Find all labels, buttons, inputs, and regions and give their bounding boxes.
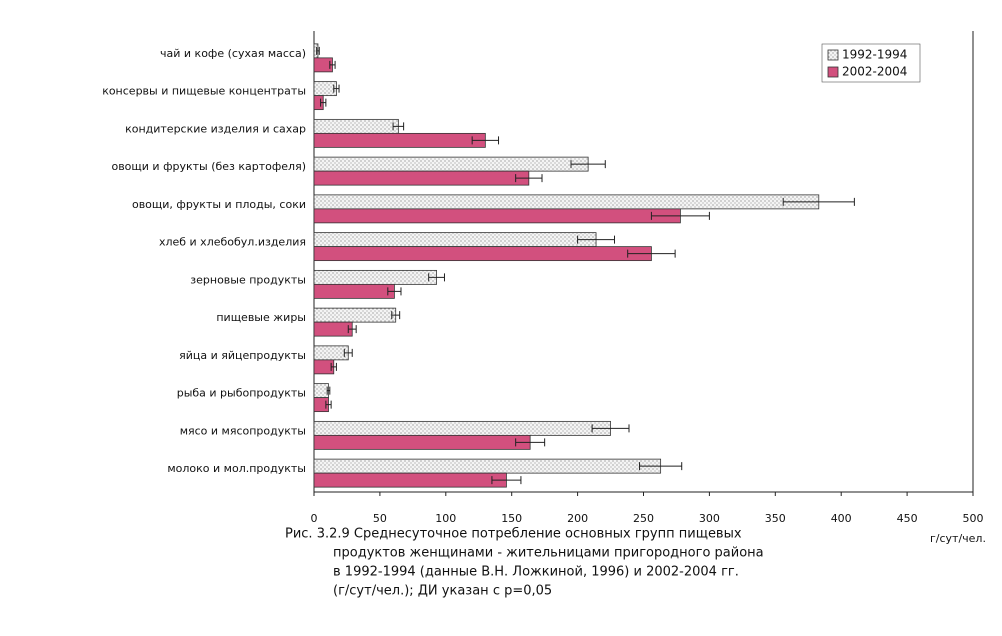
bar (313, 420, 611, 436)
error-bar (627, 249, 676, 258)
error-bar (316, 46, 320, 55)
error-bar (343, 348, 353, 357)
bar (313, 307, 397, 323)
y-tick-label: рыба и рыбопродукты (177, 387, 306, 400)
y-tick-label: хлеб и хлебобул.изделия (159, 236, 306, 249)
legend-box (821, 43, 921, 83)
error-bar (591, 424, 630, 433)
y-tick-label: овощи и фрукты (без картофеля) (111, 160, 306, 173)
x-tick-label: 100 (435, 512, 456, 525)
bar (313, 208, 681, 224)
error-bar (650, 211, 710, 220)
caption-line: в 1992-1994 (данные В.Н. Ложкиной, 1996)… (333, 565, 739, 580)
bar (313, 170, 530, 186)
error-bar (570, 160, 606, 169)
error-bar (491, 476, 522, 485)
bar (313, 156, 589, 172)
error-bar (391, 311, 401, 320)
error-bar (428, 273, 445, 282)
bar (313, 118, 399, 134)
legend-swatch (827, 66, 839, 78)
bar (313, 383, 329, 399)
caption-line: (г/сут/чел.); ДИ указан с р=0,05 (333, 584, 552, 599)
x-tick-label: 500 (963, 512, 984, 525)
y-tick-label: зерновые продукты (190, 273, 306, 286)
legend-label: 1992-1994 (842, 48, 907, 62)
y-tick-label: консервы и пищевые концентраты (102, 85, 306, 98)
error-bar (330, 362, 337, 371)
bar (313, 194, 820, 210)
error-bar (639, 462, 683, 471)
x-tick-label: 350 (765, 512, 786, 525)
y-tick-label: яйца и яйцепродукты (179, 349, 306, 362)
error-bar (325, 400, 332, 409)
x-tick-label: 300 (699, 512, 720, 525)
error-bar (515, 174, 543, 183)
y-tick-label: кондитерские изделия и сахар (125, 122, 306, 135)
bar (313, 269, 437, 285)
y-tick-label: овощи, фрукты и плоды, соки (132, 198, 306, 211)
y-tick-label: молоко и мол.продукты (167, 462, 306, 475)
bar (313, 434, 531, 450)
x-tick-label: 450 (897, 512, 918, 525)
error-bar (515, 438, 546, 447)
error-bar (577, 235, 616, 244)
bar (313, 232, 597, 248)
x-tick-label: 50 (373, 512, 387, 525)
x-tick-label: 250 (633, 512, 654, 525)
x-axis-label: г/сут/чел. (930, 532, 986, 545)
error-bar (333, 84, 340, 93)
error-bar (347, 325, 357, 334)
y-tick-label: пищевые жиры (216, 311, 306, 324)
bar (313, 345, 349, 361)
legend-swatch (827, 49, 839, 61)
error-bar (471, 136, 500, 145)
bar (313, 321, 353, 337)
bar (313, 283, 395, 299)
error-bar (392, 122, 405, 131)
legend-label: 2002-2004 (842, 65, 907, 79)
y-tick-label: мясо и мясопродукты (180, 424, 306, 437)
caption-line: продуктов женщинами - жительницами приго… (333, 546, 764, 561)
error-bar (782, 197, 855, 206)
bar (313, 246, 652, 262)
bar (313, 458, 662, 474)
x-tick-label: 200 (567, 512, 588, 525)
x-tick-label: 400 (831, 512, 852, 525)
error-bar (329, 60, 336, 69)
error-bar (387, 287, 402, 296)
bar (313, 472, 507, 488)
bar (313, 81, 337, 97)
bar (313, 132, 486, 148)
caption-line: Рис. 3.2.9 Среднесуточное потребление ос… (285, 527, 742, 542)
error-bar (320, 98, 327, 107)
error-bar (326, 386, 331, 395)
x-tick-label: 150 (501, 512, 522, 525)
y-tick-label: чай и кофе (сухая масса) (160, 47, 306, 60)
x-tick-label: 0 (311, 512, 318, 525)
